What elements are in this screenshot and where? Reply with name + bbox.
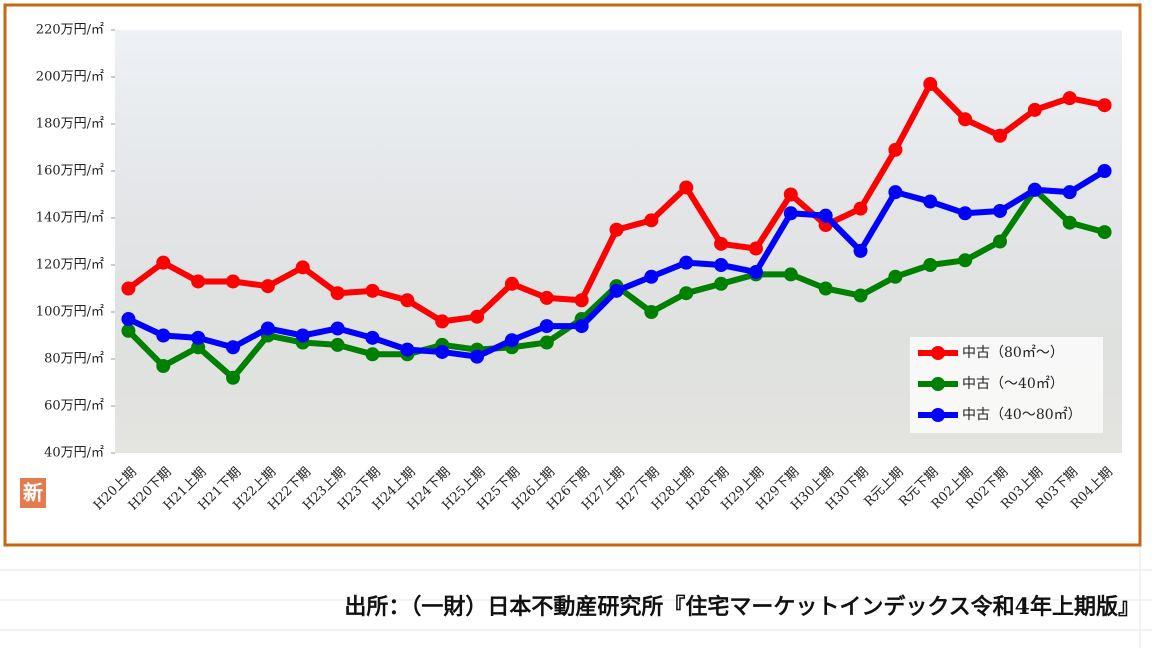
data-point [1062, 215, 1077, 230]
data-point [783, 187, 798, 202]
data-point [818, 281, 833, 296]
data-point [923, 258, 938, 272]
y-tick-label: 100万円/㎡ [36, 305, 104, 320]
data-point [330, 337, 345, 352]
data-point [992, 234, 1007, 249]
data-point [644, 213, 659, 228]
data-point [1027, 102, 1042, 117]
data-point [574, 319, 589, 334]
data-point [191, 274, 206, 289]
data-point [330, 321, 345, 336]
legend-marker [931, 377, 945, 391]
data-point [191, 330, 206, 345]
data-point [818, 208, 833, 223]
data-point [539, 319, 554, 334]
data-point [156, 255, 171, 270]
data-point [504, 333, 519, 348]
legend-marker [931, 408, 945, 422]
data-point [365, 347, 380, 362]
data-point [958, 206, 973, 221]
data-point [748, 265, 763, 280]
data-point [1062, 91, 1077, 106]
data-point [1027, 182, 1042, 197]
data-point [714, 258, 729, 272]
data-point [783, 267, 798, 282]
data-point [679, 286, 694, 301]
data-point [853, 288, 868, 303]
data-point [609, 222, 624, 237]
y-tick-label: 60万円/㎡ [44, 399, 104, 414]
data-point [435, 314, 450, 329]
data-point [923, 77, 938, 92]
data-point [783, 206, 798, 221]
data-point [400, 293, 415, 308]
data-point [121, 281, 136, 296]
data-point [365, 283, 380, 298]
data-point [539, 335, 554, 350]
data-point [226, 340, 241, 355]
data-point [714, 236, 729, 251]
y-tick-label: 160万円/㎡ [36, 164, 104, 179]
data-point [260, 321, 275, 336]
data-point [121, 312, 136, 327]
badge-box [20, 478, 46, 508]
data-point [295, 260, 310, 275]
data-point [679, 255, 694, 270]
data-point [435, 344, 450, 359]
legend-label: 中古（40～80㎡） [962, 407, 1082, 423]
data-point [260, 279, 275, 294]
data-point [992, 128, 1007, 143]
data-point [330, 286, 345, 301]
data-point [923, 194, 938, 209]
data-point [156, 328, 171, 343]
data-point [609, 283, 624, 298]
y-tick-label: 80万円/㎡ [44, 352, 104, 367]
data-point [365, 330, 380, 345]
data-point [888, 185, 903, 200]
y-tick-label: 220万円/㎡ [36, 23, 104, 38]
data-point [888, 142, 903, 157]
y-tick-label: 140万円/㎡ [36, 211, 104, 226]
data-point [226, 370, 241, 385]
legend-label: 中古（80㎡～） [962, 345, 1064, 361]
data-point [400, 342, 415, 357]
data-point [226, 274, 241, 289]
data-point [644, 269, 659, 284]
data-point [853, 243, 868, 258]
data-point [470, 349, 485, 364]
data-point [121, 323, 136, 338]
data-point [1097, 164, 1112, 178]
data-point [156, 359, 171, 374]
legend-marker [931, 346, 945, 360]
legend-label: 中古（～40㎡） [962, 376, 1064, 392]
data-point [470, 309, 485, 324]
y-tick-label: 120万円/㎡ [36, 258, 104, 273]
data-point [888, 269, 903, 284]
data-point [644, 305, 659, 319]
data-point [679, 180, 694, 195]
data-point [748, 241, 763, 256]
data-point [853, 201, 868, 216]
data-point [1097, 225, 1112, 240]
y-tick-label: 200万円/㎡ [36, 70, 104, 85]
data-point [295, 328, 310, 343]
badge: 新 [23, 481, 43, 505]
data-point [539, 290, 554, 305]
source-note: 出所：（一財）日本不動産研究所『住宅マーケットインデックス令和4年上期版』 [344, 594, 1140, 620]
data-point [714, 276, 729, 291]
data-point [1097, 98, 1112, 113]
data-point [1062, 185, 1077, 200]
y-tick-label: 180万円/㎡ [36, 117, 104, 132]
data-point [958, 253, 973, 268]
data-point [992, 203, 1007, 218]
y-tick-label: 40万円/㎡ [44, 446, 104, 461]
data-point [574, 293, 589, 308]
data-point [958, 112, 973, 127]
data-point [504, 276, 519, 291]
